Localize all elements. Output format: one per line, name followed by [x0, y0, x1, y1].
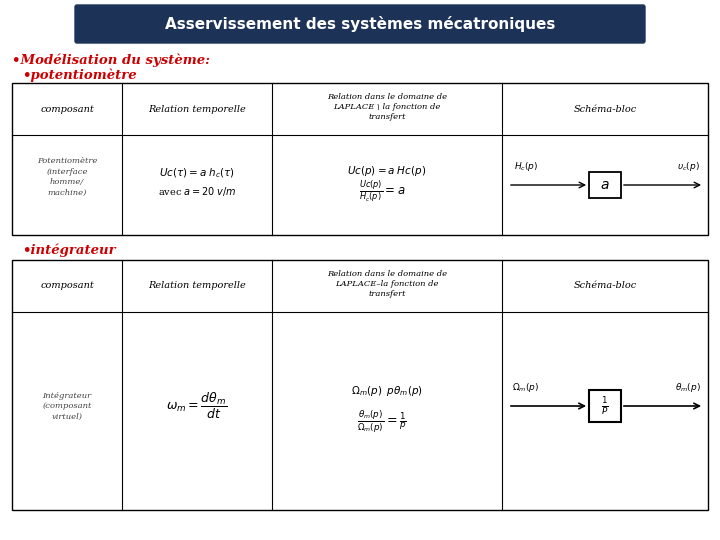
Text: $a$: $a$ [600, 178, 610, 192]
Text: $\frac{Uc(p)}{H_c(p)} = a$: $\frac{Uc(p)}{H_c(p)} = a$ [359, 178, 405, 204]
Text: $Uc(\tau) = a \; h_c(\tau)$: $Uc(\tau) = a \; h_c(\tau)$ [159, 166, 235, 180]
Text: $\Omega_m(p) \;\; p\theta_m(p)$: $\Omega_m(p) \;\; p\theta_m(p)$ [351, 384, 423, 398]
FancyBboxPatch shape [75, 5, 645, 43]
Bar [589, 172, 621, 198]
Text: Asservissement des systèmes mécatroniques: Asservissement des systèmes mécatronique… [165, 16, 555, 32]
Text: Potentiomètre
(interface
homme/
machine): Potentiomètre (interface homme/ machine) [37, 157, 97, 197]
Bar [589, 390, 621, 422]
Text: $\frac{\theta_m(p)}{\Omega_m(p)} = \frac{1}{p}$: $\frac{\theta_m(p)}{\Omega_m(p)} = \frac… [357, 408, 407, 434]
Text: •Modélisation du système:: •Modélisation du système: [12, 53, 210, 67]
Text: $H_c(p)$: $H_c(p)$ [514, 160, 539, 173]
Text: $\theta_m(p)$: $\theta_m(p)$ [675, 381, 701, 394]
Text: Relation dans le domaine de
LAPLACE–la fonction de
transfert: Relation dans le domaine de LAPLACE–la f… [327, 269, 447, 299]
Bar [75, 5, 645, 43]
Text: composant: composant [40, 281, 94, 291]
Text: composant: composant [40, 105, 94, 113]
Text: avec $a = 20 \; v/m$: avec $a = 20 \; v/m$ [158, 185, 236, 198]
Text: Schéma-bloc: Schéma-bloc [573, 105, 636, 113]
Text: Relation temporelle: Relation temporelle [148, 281, 246, 291]
Text: Relation dans le domaine de
LAPLACE \ la fonction de
transfert: Relation dans le domaine de LAPLACE \ la… [327, 92, 447, 122]
Text: $\frac{1}{P}$: $\frac{1}{P}$ [601, 395, 609, 417]
Text: $Uc(p) = a \; Hc(p)$: $Uc(p) = a \; Hc(p)$ [348, 164, 426, 178]
Bar [12, 83, 708, 235]
Text: Schéma-bloc: Schéma-bloc [573, 281, 636, 291]
Text: Relation temporelle: Relation temporelle [148, 105, 246, 113]
Text: Intégrateur
(composant
virtuel): Intégrateur (composant virtuel) [42, 392, 91, 421]
Bar [12, 260, 708, 510]
Text: •intégrateur: •intégrateur [22, 243, 116, 256]
Text: $\Omega_m(p)$: $\Omega_m(p)$ [513, 381, 540, 394]
Text: $\upsilon_c(p)$: $\upsilon_c(p)$ [677, 160, 699, 173]
Text: •potentiomètre: •potentiomètre [22, 68, 137, 82]
Text: $\omega_m = \dfrac{d\theta_m}{dt}$: $\omega_m = \dfrac{d\theta_m}{dt}$ [166, 391, 228, 421]
